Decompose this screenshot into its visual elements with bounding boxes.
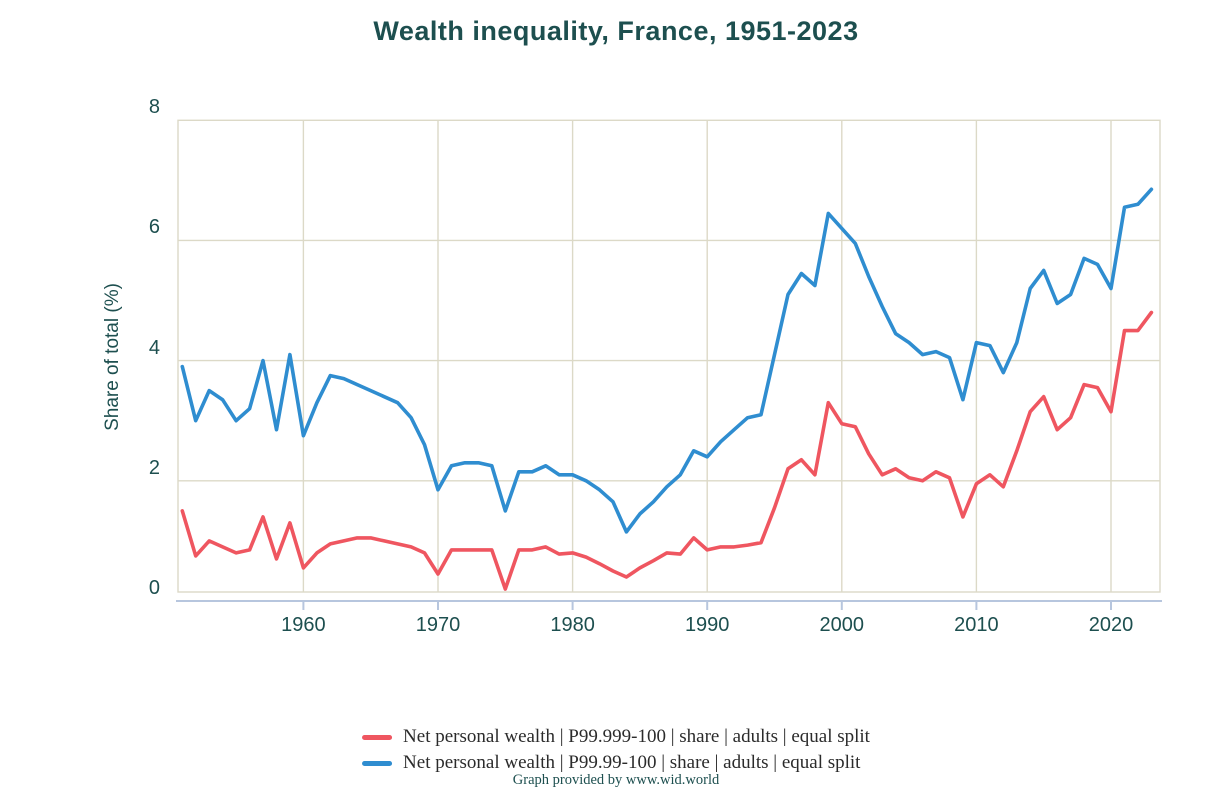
- credit-line: Graph provided by www.wid.world: [512, 772, 720, 788]
- legend-label: Net personal wealth | P99.999-100 | shar…: [403, 726, 870, 747]
- x-tick-label: 1970: [415, 614, 461, 636]
- y-tick-label: 0: [148, 577, 160, 599]
- y-tick-label: 4: [148, 336, 160, 359]
- legend-label: Net personal wealth | P99.99-100 | share…: [403, 752, 861, 773]
- x-tick-label: 1960: [281, 614, 326, 636]
- x-tick-label: 2020: [1088, 614, 1134, 636]
- series-line-p99-999: [180, 310, 1154, 591]
- y-tick-label: 6: [148, 216, 160, 239]
- legend-item-p99-99: Net personal wealth | P99.99-100 | share…: [362, 752, 860, 774]
- x-tick-label: 1990: [684, 614, 730, 636]
- chart-title: Wealth inequality, France, 1951-2023: [373, 16, 859, 46]
- y-tick-label: 2: [148, 456, 160, 479]
- plot-border: [177, 119, 1161, 593]
- y-tick-label: 8: [148, 96, 160, 119]
- series-line-p99-99: [180, 187, 1154, 534]
- x-tick-label: 1980: [550, 614, 595, 636]
- legend-swatch-red: [362, 734, 393, 740]
- x-tick-label: 2000: [819, 614, 865, 636]
- x-tick-label: 2010: [954, 614, 999, 636]
- chart-legend: Net personal wealth | P99.999-100 | shar…: [362, 724, 870, 776]
- legend-item-p99-999: Net personal wealth | P99.999-100 | shar…: [362, 726, 870, 748]
- legend-swatch-blue: [362, 760, 393, 766]
